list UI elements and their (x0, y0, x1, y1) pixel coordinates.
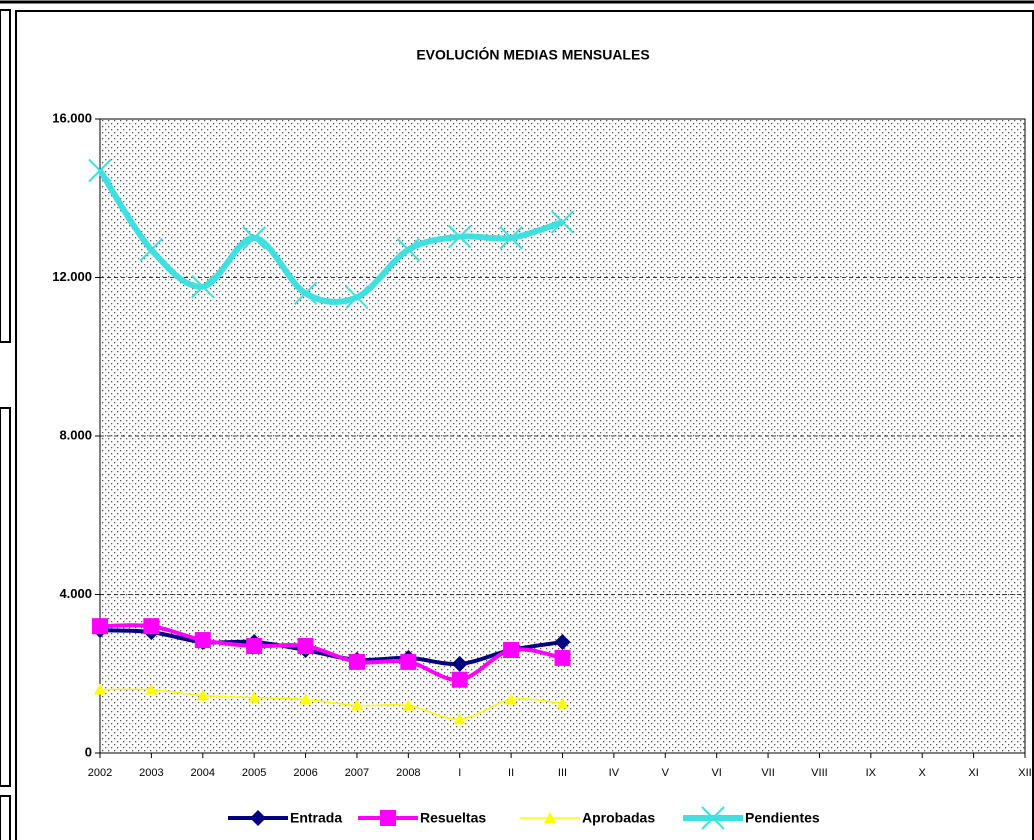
x-tick-label: 2005 (242, 767, 266, 779)
data-point (451, 671, 468, 688)
data-point (350, 699, 363, 711)
x-tick-label: 2006 (293, 767, 317, 779)
x-tick-label: 2004 (191, 767, 215, 779)
x-tick-label: IV (609, 767, 620, 779)
data-point (554, 649, 571, 666)
data-point (196, 689, 209, 701)
data-point (143, 618, 160, 635)
data-point (505, 693, 518, 705)
y-tick-label: 0 (85, 744, 92, 759)
legend-label: Resueltas (420, 810, 486, 826)
data-point (299, 693, 312, 705)
data-point (400, 653, 417, 670)
x-tick-label: III (558, 767, 567, 779)
data-point (246, 638, 263, 655)
data-point (94, 683, 106, 695)
x-tick-label: XII (1018, 767, 1031, 779)
y-tick-label: 16.000 (52, 110, 92, 125)
x-tick-label: 2008 (396, 767, 420, 779)
data-point (556, 697, 569, 709)
data-point (453, 713, 466, 725)
x-tick-label: VI (711, 767, 721, 779)
chart-frame (15, 10, 1034, 840)
x-tick-label: I (458, 767, 461, 779)
data-point (92, 618, 108, 635)
data-point (402, 699, 415, 711)
series-line (99, 623, 563, 682)
x-tick-label: XI (968, 767, 978, 779)
legend-label: Aprobadas (582, 810, 655, 826)
y-tick-label: 4.000 (59, 586, 92, 601)
series-line (97, 168, 564, 305)
data-point (293, 281, 318, 306)
x-tick-label: IX (866, 767, 877, 779)
x-tick-label: II (508, 767, 514, 779)
x-tick-label: 2003 (139, 767, 163, 779)
data-point (499, 226, 523, 250)
data-point (503, 641, 520, 658)
data-point (345, 285, 369, 310)
data-point (191, 274, 215, 299)
chart-title: EVOLUCIÓN MEDIAS MENSUALES (416, 46, 649, 63)
legend-marker (250, 810, 266, 826)
x-tick-label: X (919, 767, 927, 779)
side-panel (0, 795, 11, 840)
data-point (348, 653, 365, 670)
x-tick-label: 2007 (345, 767, 369, 779)
series-line (99, 688, 563, 721)
data-point (194, 632, 211, 649)
data-point (554, 634, 571, 651)
data-point (88, 158, 112, 183)
data-point (396, 238, 421, 262)
y-tick-label: 12.000 (52, 269, 92, 284)
legend-label: Entrada (290, 810, 342, 826)
side-panel (0, 407, 11, 787)
side-panel (0, 9, 11, 343)
legend-marker (380, 810, 396, 826)
data-point (550, 210, 575, 234)
x-tick-label: VII (761, 767, 774, 779)
x-tick-label: VIII (811, 767, 828, 779)
data-point (448, 224, 472, 249)
legend-marker (701, 806, 725, 830)
data-point (242, 226, 266, 250)
legend-label: Pendientes (745, 810, 820, 826)
data-point (451, 655, 468, 672)
data-point (297, 638, 314, 655)
data-point (139, 238, 164, 262)
x-tick-label: V (662, 767, 670, 779)
x-tick-label: 2002 (88, 767, 112, 779)
y-tick-label: 8.000 (59, 427, 92, 442)
data-point (248, 691, 261, 703)
legend-marker (544, 812, 556, 823)
data-point (145, 683, 158, 695)
